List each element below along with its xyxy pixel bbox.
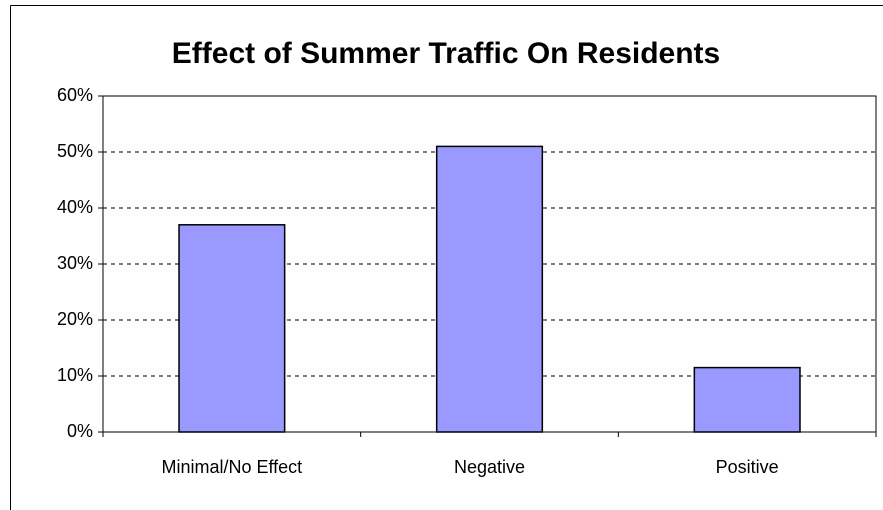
x-tick-label: Positive (716, 457, 779, 477)
chart-title: Effect of Summer Traffic On Residents (172, 37, 720, 70)
y-tick-label: 20% (57, 309, 93, 329)
x-tick-label: Minimal/No Effect (161, 457, 302, 477)
bar (178, 224, 286, 433)
bar (693, 366, 801, 433)
y-tick-label: 0% (67, 421, 93, 441)
y-tick-label: 40% (57, 197, 93, 217)
y-tick-label: 30% (57, 253, 93, 273)
x-tick-label: Negative (454, 457, 525, 477)
bar (435, 145, 544, 433)
y-tick-label: 60% (57, 85, 93, 105)
y-tick-label: 10% (57, 365, 93, 385)
y-tick-label: 50% (57, 141, 93, 161)
